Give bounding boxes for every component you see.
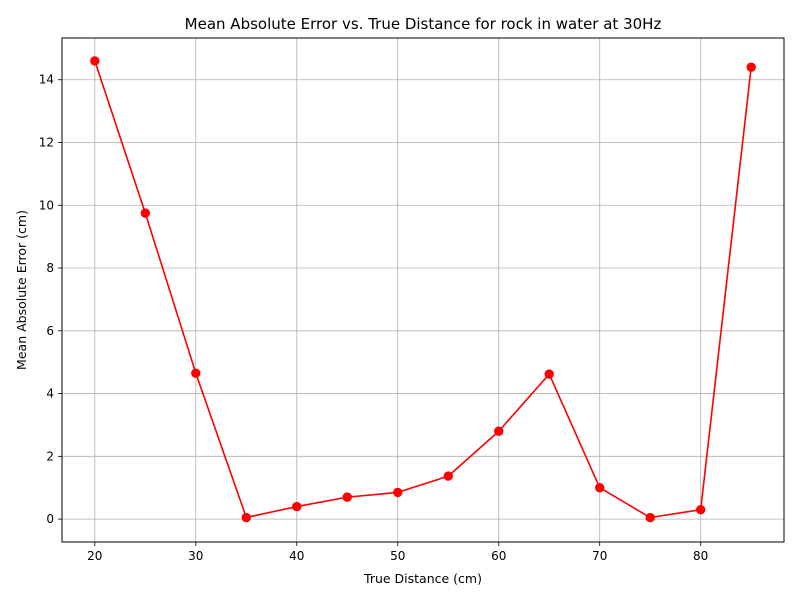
x-tick-label: 50 [390,549,405,563]
x-tick-label: 20 [87,549,102,563]
ticks: 20 30 40 50 60 70 80 0 2 4 6 8 10 12 14 [39,73,709,563]
y-tick-label: 8 [46,261,54,275]
x-tick-label: 70 [592,549,607,563]
data-point [645,512,655,523]
data-point [90,56,100,66]
data-point [595,483,605,493]
y-tick-label: 6 [46,324,54,338]
plot-frame [61,37,785,543]
y-tick-label: 12 [39,136,54,150]
y-tick-label: 14 [39,73,54,87]
series-line [94,60,752,519]
y-tick-label: 2 [46,449,54,463]
y-tick-label: 10 [39,198,54,212]
data-point [393,487,403,498]
data-point [292,501,302,512]
y-axis-label: Mean Absolute Error (cm) [14,210,29,370]
data-point [342,492,352,502]
x-tick-label: 60 [491,549,506,563]
data-point [241,512,251,523]
x-axis-label: True Distance (cm) [363,571,482,586]
data-point [140,208,151,218]
y-tick-label: 0 [46,512,54,526]
data-point [443,471,453,481]
x-tick-label: 80 [693,549,708,563]
data-point [695,504,706,515]
series-layer [90,56,756,523]
chart-title: Mean Absolute Error vs. True Distance fo… [185,15,662,33]
data-point [191,368,201,378]
data-point [494,426,504,436]
x-tick-label: 30 [188,549,203,563]
x-tick-label: 40 [289,549,304,563]
data-point [746,62,756,72]
data-point [544,369,554,379]
y-tick-label: 4 [46,387,54,401]
